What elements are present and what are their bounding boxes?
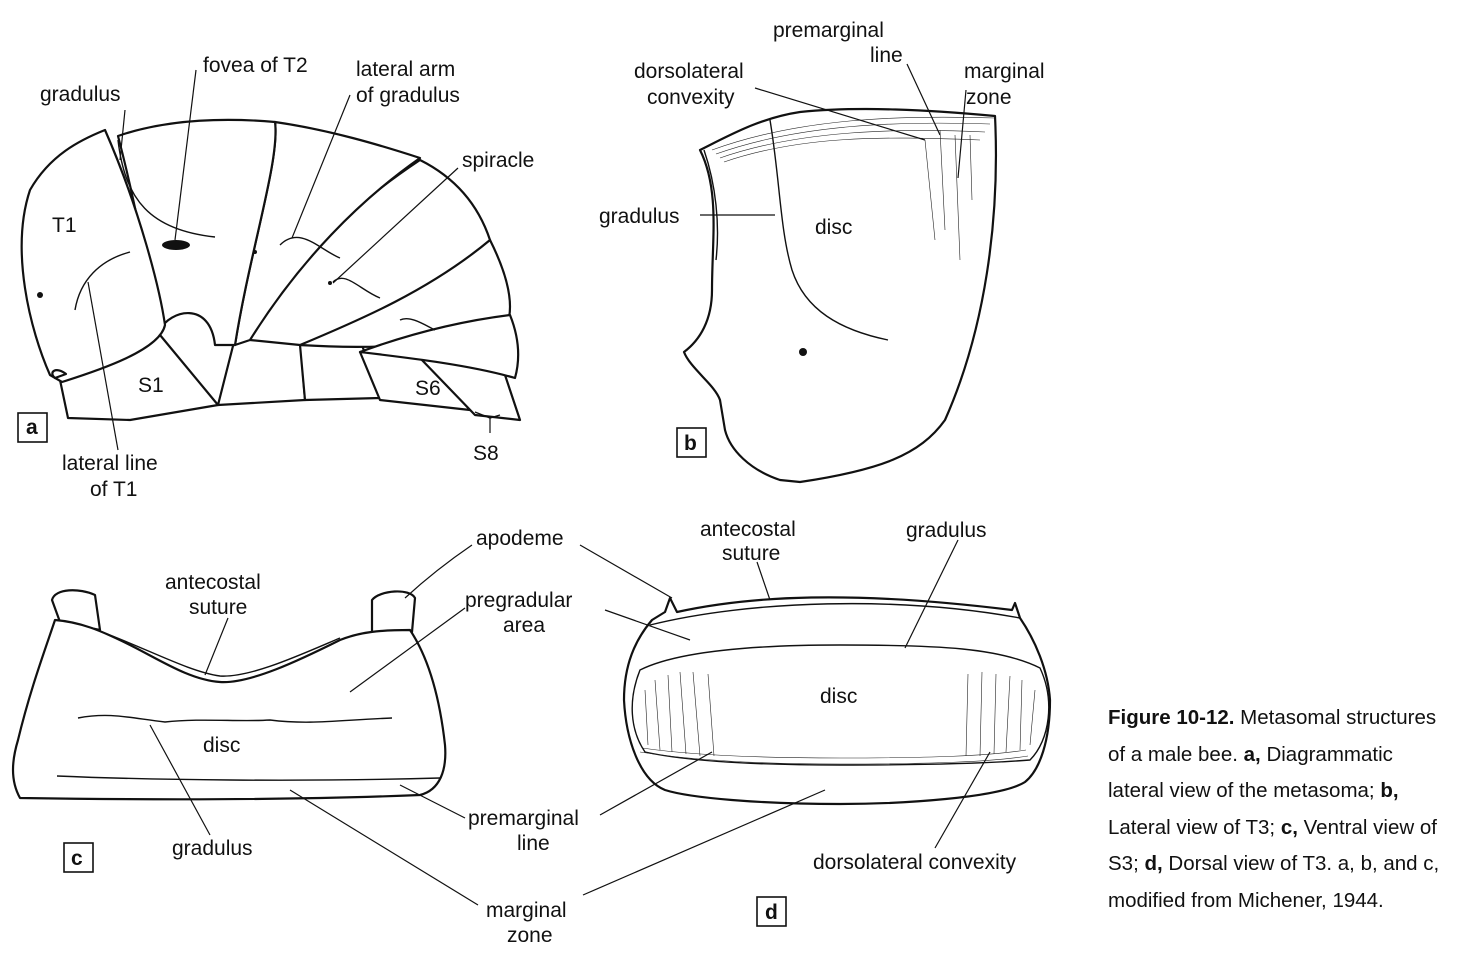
panel-d-box xyxy=(756,896,787,927)
label-gradulus-b: gradulus xyxy=(599,205,680,228)
panel-c-box xyxy=(63,842,94,873)
label-premarginal-b-1: premarginal xyxy=(773,19,884,42)
label-gradulus-c: gradulus xyxy=(172,837,253,860)
label-disc-c: disc xyxy=(203,734,240,757)
caption-title: Figure 10-12. xyxy=(1108,706,1235,729)
panel-c-drawing xyxy=(11,544,479,906)
label-fovea: fovea of T2 xyxy=(203,54,308,77)
panel-c-id: c xyxy=(71,847,83,870)
label-gradulus-d: gradulus xyxy=(906,519,987,542)
label-premarginal-b-2: line xyxy=(870,44,903,67)
label-lateral-line-2: of T1 xyxy=(90,478,137,501)
figure-caption: Figure 10-12. Metasomal structures of a … xyxy=(1108,700,1448,919)
caption-d-key: d, xyxy=(1144,852,1163,875)
label-pregradular-1: pregradular xyxy=(465,589,572,612)
caption-a-text: Diagrammatic lateral view of the metasom… xyxy=(1108,742,1393,803)
caption-intro: Metasomal structures of a male bee. xyxy=(1108,706,1437,766)
label-antecostal-c-2: suture xyxy=(189,596,247,619)
label-s6: S6 xyxy=(415,377,441,400)
label-lateral-line-1: lateral line xyxy=(62,452,158,475)
panel-b-drawing xyxy=(682,63,998,484)
label-lateral-arm-1: lateral arm xyxy=(356,58,455,81)
caption-c-key: c, xyxy=(1280,815,1298,839)
label-apodeme: apodeme xyxy=(476,527,564,550)
label-s1: S1 xyxy=(138,374,164,397)
label-dorsolateral-b-1: dorsolateral xyxy=(634,60,744,83)
panel-d-drawing xyxy=(579,539,1052,896)
caption-c-text: Ventral view of S3; xyxy=(1108,815,1437,876)
label-antecostal-d-1: antecostal xyxy=(700,518,796,541)
label-marginal-b-1: marginal xyxy=(964,60,1045,83)
label-pregradular-2: area xyxy=(503,614,545,637)
panel-d-id: d xyxy=(765,901,778,924)
label-marginal-b-2: zone xyxy=(966,86,1012,109)
panel-a-drawing xyxy=(20,69,522,451)
label-disc-d: disc xyxy=(820,685,857,708)
label-t1: T1 xyxy=(52,214,77,237)
label-disc-b: disc xyxy=(815,216,852,239)
label-antecostal-d-2: suture xyxy=(722,542,780,565)
label-marginal-c-1: marginal xyxy=(486,899,567,922)
caption-b-text: Lateral view of T3; xyxy=(1108,815,1276,839)
label-marginal-c-2: zone xyxy=(507,924,553,947)
label-lateral-arm-2: of gradulus xyxy=(356,84,460,107)
panel-b-id: b xyxy=(684,432,697,455)
panel-a-id: a xyxy=(26,416,38,439)
panel-a-box xyxy=(17,412,48,443)
caption-d-text: Dorsal view of T3. a, b, and c, modified… xyxy=(1108,852,1440,912)
caption-b-key: b, xyxy=(1380,779,1399,802)
label-s8: S8 xyxy=(473,442,499,465)
label-dorsolateral-b-2: convexity xyxy=(647,86,735,109)
panel-b-box xyxy=(676,427,707,458)
caption-a-key: a, xyxy=(1243,742,1261,766)
label-premarginal-c-2: line xyxy=(517,832,550,855)
label-gradulus-a: gradulus xyxy=(40,83,121,106)
label-dorsolateral-d: dorsolateral convexity xyxy=(813,851,1017,874)
label-spiracle: spiracle xyxy=(462,149,534,172)
label-premarginal-c-1: premarginal xyxy=(468,807,579,830)
label-antecostal-c-1: antecostal xyxy=(165,571,261,594)
